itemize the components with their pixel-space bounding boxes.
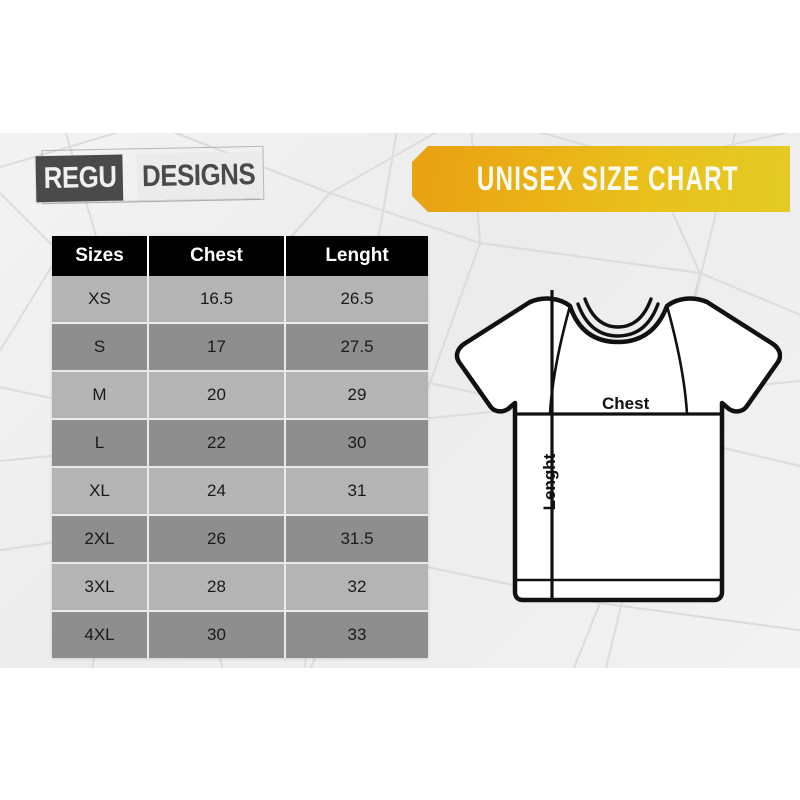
cell-chest: 16.5 [148,276,286,324]
cell-length: 31.5 [285,515,428,564]
table-row: XS 16.5 26.5 [52,276,428,324]
table-row: 2XL 26 31.5 [52,515,428,564]
cell-chest: 22 [148,419,286,468]
column-header-lenght: Lenght [285,236,428,276]
cell-size: M [52,371,149,420]
table-row: L 22 30 [52,419,428,468]
cell-size: XL [52,467,149,516]
cell-length: 30 [285,419,428,468]
logo-text-regu: REGU [35,154,123,203]
cell-length: 27.5 [285,323,428,372]
chest-measure-label: Chest [602,394,650,413]
cell-length: 26.5 [285,276,428,324]
length-measure-label: Lenght [540,453,559,511]
cell-chest: 30 [148,611,286,658]
cell-chest: 17 [148,323,286,372]
tshirt-illustration [452,272,782,612]
size-table: Sizes Chest Lenght XS 16.5 26.5 S 17 27.… [52,236,428,658]
cell-chest: 26 [148,515,286,564]
column-header-sizes: Sizes [52,236,149,276]
cell-chest: 20 [148,371,286,420]
table-row: 4XL 30 33 [52,611,428,658]
logo-text-designs: DESIGNS [136,151,263,201]
cell-length: 31 [285,467,428,516]
cell-length: 32 [285,563,428,612]
tshirt-icon [454,290,782,603]
table-row: M 20 29 [52,371,428,420]
cell-size: L [52,419,149,468]
cell-size: XS [52,276,149,324]
cell-size: 3XL [52,563,149,612]
brand-logo: REGU DESIGNS [35,145,266,210]
table-row: XL 24 31 [52,467,428,516]
table-header-row: Sizes Chest Lenght [52,236,428,276]
column-header-chest: Chest [148,236,286,276]
cell-length: 29 [285,371,428,420]
logo-bar: REGU DESIGNS [35,151,263,203]
cell-chest: 24 [148,467,286,516]
table-row: S 17 27.5 [52,323,428,372]
cell-size: S [52,323,149,372]
cell-length: 33 [285,611,428,658]
banner-title-text: UNISEX SIZE CHART [477,158,739,199]
cell-size: 2XL [52,515,149,564]
title-banner: UNISEX SIZE CHART [412,146,790,212]
table-row: 3XL 28 32 [52,563,428,612]
cell-chest: 28 [148,563,286,612]
cell-size: 4XL [52,611,149,658]
